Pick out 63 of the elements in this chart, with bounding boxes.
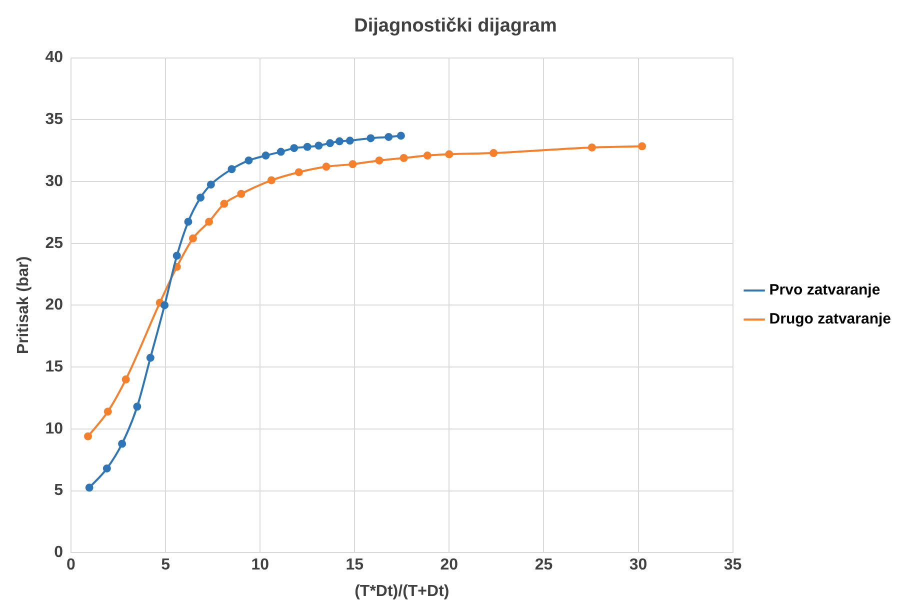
point xyxy=(348,160,357,168)
point xyxy=(188,234,197,242)
point xyxy=(206,180,215,189)
point xyxy=(118,440,126,448)
point xyxy=(205,218,214,226)
legend-label: Prvo zatvaranje xyxy=(769,282,880,299)
y-tick-label: 15 xyxy=(45,358,64,376)
x-tick-label: 0 xyxy=(66,556,76,574)
point xyxy=(384,132,393,141)
y-tick-label: 40 xyxy=(45,49,64,66)
x-tick-label: 15 xyxy=(346,556,364,574)
point xyxy=(228,165,236,174)
point xyxy=(267,176,276,184)
point xyxy=(237,190,246,198)
y-tick-label: 20 xyxy=(45,296,64,314)
point xyxy=(294,168,303,176)
point xyxy=(366,134,375,142)
point xyxy=(133,402,142,411)
point xyxy=(346,136,354,145)
point xyxy=(85,484,94,492)
point xyxy=(262,152,270,160)
point xyxy=(314,142,323,150)
y-tick-label: 10 xyxy=(45,420,64,438)
x-axis-title: (T*Dt)/(T+Dt) xyxy=(354,582,450,600)
y-tick-label: 5 xyxy=(54,482,64,500)
point xyxy=(184,218,192,226)
point xyxy=(322,162,330,171)
x-tick-label: 30 xyxy=(629,556,648,574)
point xyxy=(104,408,112,416)
x-tick-label: 20 xyxy=(440,556,458,574)
point xyxy=(84,432,92,440)
y-tick-label: 25 xyxy=(45,234,64,252)
point xyxy=(638,142,646,150)
point xyxy=(244,156,253,164)
point xyxy=(336,137,344,146)
point xyxy=(102,464,111,472)
point xyxy=(326,139,334,148)
point xyxy=(588,143,596,152)
x-tick-label: 35 xyxy=(724,556,742,574)
point xyxy=(423,152,432,160)
point xyxy=(122,375,130,384)
y-axis-title: Pritisak (bar) xyxy=(15,256,32,354)
chart-title: Dijagnostički dijagram xyxy=(354,16,557,37)
y-tick-label: 35 xyxy=(45,111,64,128)
point xyxy=(146,354,154,362)
point xyxy=(375,156,384,164)
x-tick-label: 5 xyxy=(161,556,170,574)
point xyxy=(160,301,169,310)
point xyxy=(220,200,228,208)
x-tick-label: 25 xyxy=(534,556,553,574)
point xyxy=(400,154,408,162)
y-tick-label: 30 xyxy=(45,172,64,190)
point xyxy=(445,150,454,158)
point xyxy=(172,252,181,260)
point xyxy=(196,194,205,202)
y-tick-label: 0 xyxy=(54,544,64,562)
point xyxy=(290,144,298,152)
point xyxy=(276,148,285,156)
point xyxy=(396,132,405,140)
point xyxy=(490,149,498,158)
x-tick-label: 10 xyxy=(251,556,270,574)
point xyxy=(303,142,312,151)
legend-label: Drugo zatvaranje xyxy=(769,310,892,328)
